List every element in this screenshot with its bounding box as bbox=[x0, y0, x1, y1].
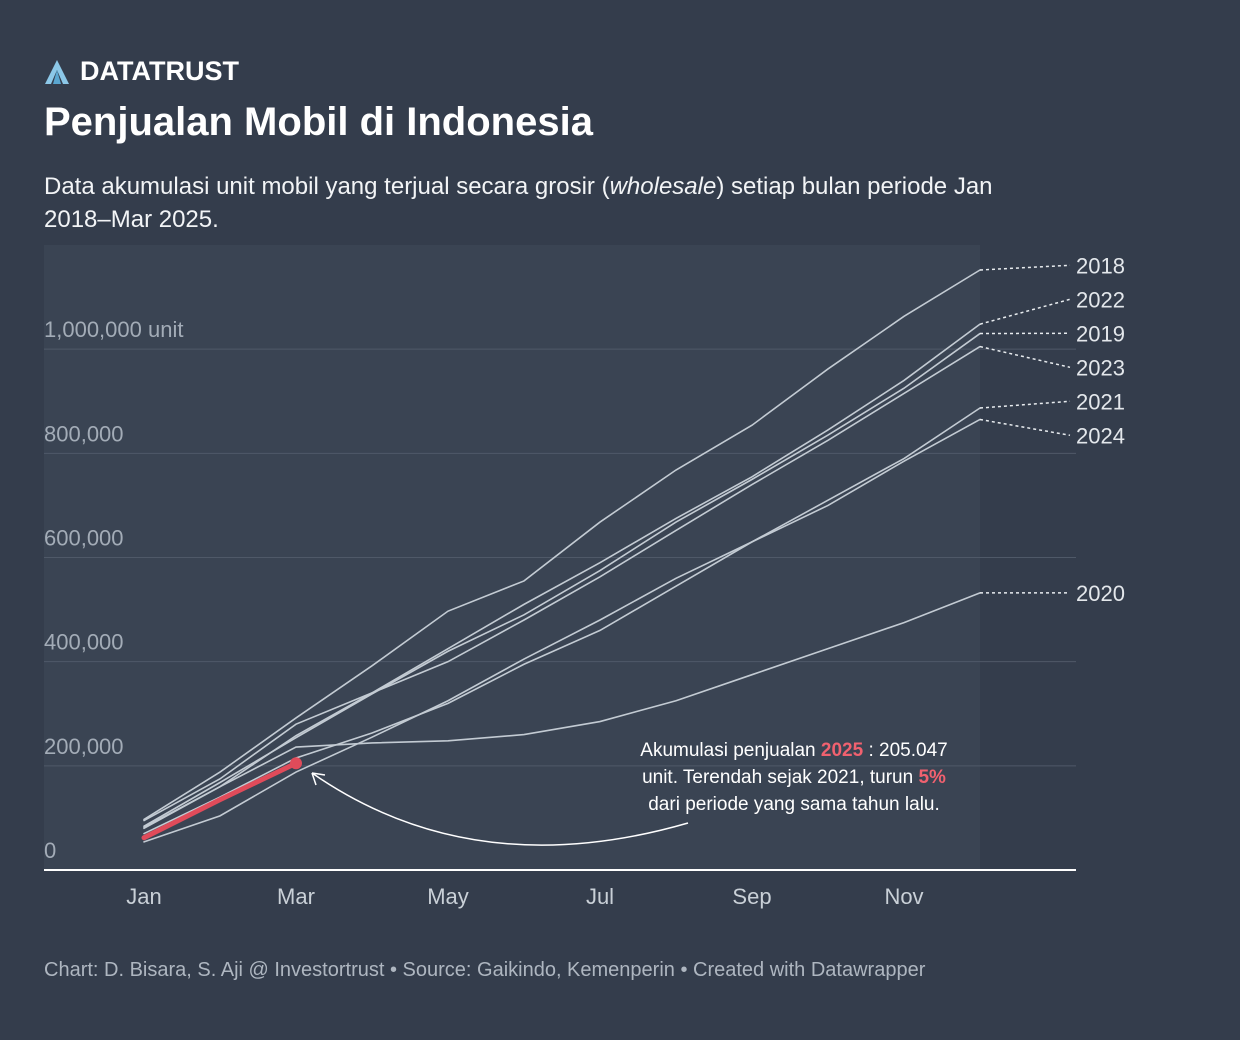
leader-line bbox=[979, 418, 1071, 437]
annotation: unit. Terendah sejak 2021, turun 5% bbox=[642, 767, 946, 788]
series-line bbox=[143, 332, 981, 828]
series-line bbox=[143, 407, 981, 843]
series-line bbox=[141, 760, 299, 841]
annotation-text: : 205.047 bbox=[863, 740, 948, 761]
annotation-highlight: 2025 bbox=[821, 740, 864, 761]
annotation-arrow bbox=[311, 772, 689, 846]
series-label: 2020 bbox=[1076, 581, 1125, 606]
subtitle-italic: wholesale bbox=[609, 173, 717, 200]
series-line bbox=[143, 418, 981, 835]
title: Penjualan Mobil di Indonesia bbox=[44, 100, 593, 144]
annotation-highlight: 5% bbox=[918, 767, 946, 788]
y-tick-label: 0 bbox=[44, 838, 56, 863]
leader-line bbox=[979, 400, 1071, 409]
x-tick-label: Mar bbox=[277, 884, 315, 909]
annotation-text: unit. Terendah sejak 2021, turun bbox=[642, 767, 918, 788]
brand-icon bbox=[45, 59, 69, 84]
brand: DATATRUST bbox=[44, 56, 239, 87]
subtitle-text: ) setiap bulan periode Jan 2018–Mar 2025… bbox=[44, 173, 993, 233]
series-label: 2022 bbox=[1076, 287, 1125, 312]
x-tick-label: Jul bbox=[586, 884, 614, 909]
annotation: dari periode yang sama tahun lalu. bbox=[648, 794, 940, 815]
footer: Chart: D. Bisara, S. Aji @ Investortrust… bbox=[44, 959, 926, 981]
y-tick-label: 800,000 bbox=[44, 421, 124, 446]
subtitle: Data akumulasi unit mobil yang terjual s… bbox=[44, 170, 1004, 236]
arrow-head bbox=[311, 772, 326, 786]
end-dot bbox=[290, 757, 302, 770]
x-tick-label: Sep bbox=[732, 884, 771, 909]
series-label: 2018 bbox=[1076, 253, 1125, 278]
series-label: 2023 bbox=[1076, 355, 1125, 380]
x-tick-label: Jan bbox=[126, 884, 161, 909]
series-label: 2019 bbox=[1076, 321, 1125, 346]
y-tick-label: 1,000,000 unit bbox=[44, 317, 183, 342]
y-tick-label: 200,000 bbox=[44, 734, 124, 759]
leader-line bbox=[979, 264, 1071, 271]
y-tick-label: 600,000 bbox=[44, 526, 124, 551]
series-line bbox=[143, 345, 981, 822]
leader-line bbox=[979, 345, 1071, 369]
series-line bbox=[143, 269, 981, 821]
series-line bbox=[143, 323, 981, 829]
annotation-text: Akumulasi penjualan bbox=[640, 740, 821, 761]
y-tick-label: 400,000 bbox=[44, 630, 124, 655]
x-tick-label: May bbox=[427, 884, 469, 909]
series-label: 2021 bbox=[1076, 389, 1125, 414]
subtitle-text: Data akumulasi unit mobil yang terjual s… bbox=[44, 173, 610, 200]
leader-line bbox=[979, 298, 1071, 325]
annotation-text: dari periode yang sama tahun lalu. bbox=[648, 794, 940, 815]
series-label: 2024 bbox=[1076, 423, 1125, 448]
x-tick-label: Nov bbox=[884, 884, 923, 909]
annotation: Akumulasi penjualan 2025 : 205.047 bbox=[640, 740, 947, 761]
series-line bbox=[143, 592, 981, 830]
brand-name: DATATRUST bbox=[80, 56, 239, 86]
